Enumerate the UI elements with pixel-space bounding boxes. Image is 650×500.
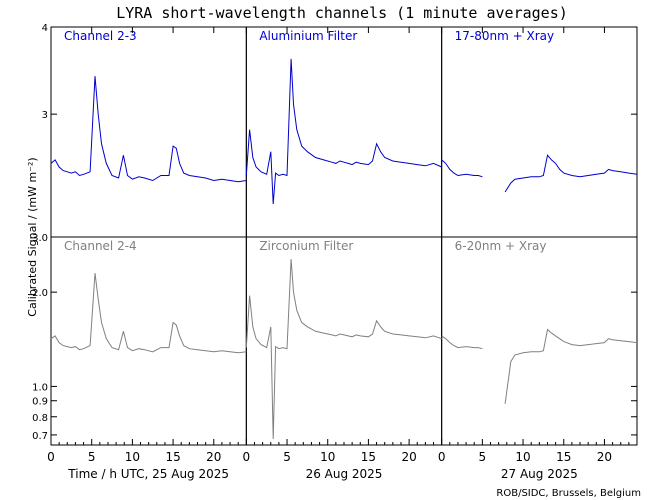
y-tick-label: 0.9 [32, 397, 48, 408]
x-tick-label: 0 [243, 450, 251, 464]
x-tick-label: 0 [438, 450, 446, 464]
x-tick-label: 10 [125, 450, 140, 464]
series-line-top-1 [245, 58, 442, 205]
x-tick-label: 10 [320, 450, 335, 464]
panel-frame-top-1 [245, 26, 443, 238]
x-day-label-1: 27 Aug 2025 [501, 467, 578, 481]
panel-title-top-1: Aluminium Filter [259, 29, 357, 43]
y-axis-label: Calibrated Signal / (mW m⁻²) [26, 157, 39, 316]
panel-title-bottom-0: Channel 2-4 [64, 239, 137, 253]
y-tick-label: 3.0 [32, 233, 48, 244]
series-line-top-0 [50, 76, 247, 183]
y-tick-label: 4 [42, 23, 48, 34]
x-tick-label: 20 [597, 450, 612, 464]
panel-frame-bottom-0 [50, 236, 247, 446]
panel-frame-top-0 [50, 26, 247, 238]
panel-frame-bottom-2 [441, 236, 638, 446]
panel-title-bottom-1: Zirconium Filter [259, 239, 353, 253]
y-tick-label: 0.7 [32, 431, 48, 442]
series-line-bottom-1 [245, 259, 442, 439]
credit-label: ROB/SIDC, Brussels, Belgium [496, 488, 641, 499]
x-day-label-0: 26 Aug 2025 [306, 467, 383, 481]
x-tick-label: 5 [479, 450, 487, 464]
x-tick-label: 15 [556, 450, 571, 464]
x-tick-label: 5 [283, 450, 291, 464]
plot-area: 3 4 Channel 2-3 Aluminium Filter 17-80nm + X… [32, 23, 638, 481]
series-line-top-2 [441, 154, 638, 193]
panel-title-top-0: Channel 2-3 [64, 29, 137, 43]
x-tick-label: 15 [165, 450, 180, 464]
panel-title-bottom-2: 6-20nm + Xray [455, 239, 547, 253]
chart-title: LYRA short-wavelength channels (1 minute… [116, 4, 568, 22]
x-tick-label: 20 [401, 450, 416, 464]
y-tick-label: 3 [42, 110, 48, 121]
x-axis-label: Time / h UTC, 25 Aug 2025 [67, 467, 229, 481]
series-line-bottom-2 [441, 328, 638, 404]
x-tick-label: 10 [515, 450, 530, 464]
panel-title-top-2: 17-80nm + Xray [455, 29, 554, 43]
x-tick-label: 15 [361, 450, 376, 464]
y-tick-label: 0.8 [32, 413, 48, 424]
panel-frame-bottom-1 [245, 236, 443, 446]
x-tick-label: 0 [47, 450, 55, 464]
x-tick-label: 5 [88, 450, 96, 464]
panel-frame-top-2 [441, 26, 638, 238]
x-tick-label: 20 [206, 450, 221, 464]
series-line-bottom-0 [50, 273, 247, 354]
y-tick-label: 2.0 [32, 288, 48, 299]
y-tick-label: 1.0 [32, 382, 48, 393]
